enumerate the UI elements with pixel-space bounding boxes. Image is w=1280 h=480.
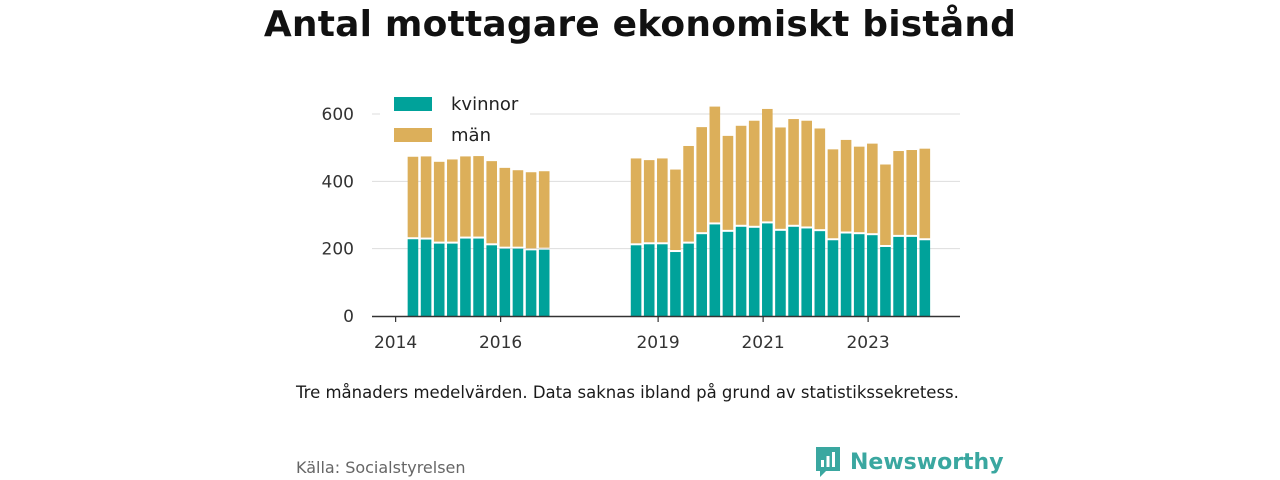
bar-man — [788, 119, 799, 225]
bar-man — [893, 151, 904, 235]
legend: kvinnor män — [380, 86, 530, 148]
y-tick-label: 0 — [343, 307, 354, 327]
bar-man — [433, 161, 445, 242]
bar-kvinnor — [893, 236, 904, 316]
bar-kvinnor — [670, 252, 681, 316]
y-tick-label: 200 — [322, 240, 354, 260]
bar-man — [880, 164, 891, 245]
bar-kvinnor — [827, 240, 839, 316]
bar-man — [748, 120, 760, 226]
bar-kvinnor — [762, 223, 773, 316]
bar-kvinnor — [919, 240, 931, 316]
bar-kvinnor — [657, 244, 668, 316]
bar-man — [499, 167, 511, 247]
bar-kvinnor — [722, 231, 734, 316]
bar-man — [420, 156, 432, 238]
bar-kvinnor — [880, 246, 891, 316]
bar-man — [814, 128, 826, 230]
bar-man — [853, 146, 865, 233]
bar-kvinnor — [420, 239, 432, 316]
bar-kvinnor — [486, 245, 497, 316]
bar-man — [722, 135, 734, 230]
bar-man — [473, 156, 484, 237]
bar-man — [630, 158, 642, 244]
bar-kvinnor — [473, 238, 484, 316]
bar-kvinnor — [447, 243, 458, 316]
bar-kvinnor — [867, 235, 878, 316]
bar-man — [525, 172, 537, 249]
bars — [407, 106, 931, 316]
bar-man — [919, 148, 931, 239]
bar-kvinnor — [906, 236, 917, 316]
bar-kvinnor — [696, 234, 707, 316]
bar-man — [407, 156, 419, 238]
bar-man — [670, 169, 681, 251]
bar-kvinnor — [683, 243, 694, 316]
bar-man — [840, 139, 852, 232]
legend-label-man: män — [451, 125, 491, 146]
bar-man — [657, 158, 668, 243]
bar-man — [643, 160, 655, 243]
bar-kvinnor — [512, 248, 524, 316]
x-tick-label: 2014 — [374, 333, 417, 353]
bar-kvinnor — [525, 250, 537, 316]
bar-kvinnor — [853, 234, 865, 316]
bar-man — [735, 125, 747, 225]
x-tick-label: 2019 — [636, 333, 679, 353]
bar-kvinnor — [801, 228, 812, 316]
x-tick-label: 2016 — [479, 333, 522, 353]
bar-man — [538, 171, 550, 248]
bar-man — [906, 150, 917, 235]
bar-man — [762, 108, 773, 222]
bar-kvinnor — [407, 239, 419, 316]
bar-man — [447, 159, 458, 242]
bar-kvinnor — [775, 230, 786, 316]
bar-man — [683, 145, 694, 242]
newsworthy-brand[interactable]: Newsworthy — [814, 445, 1004, 479]
bar-man — [827, 149, 839, 239]
source-label: Källa: Socialstyrelsen — [296, 458, 466, 477]
bar-kvinnor — [788, 226, 799, 316]
newsworthy-logo-icon — [816, 447, 840, 477]
bar-kvinnor — [748, 227, 760, 316]
bar-kvinnor — [499, 248, 511, 316]
bar-kvinnor — [460, 238, 471, 316]
y-tick-label: 400 — [322, 172, 354, 192]
bar-man — [512, 170, 524, 247]
chart-title: Antal mottagare ekonomiskt bistånd — [263, 4, 1017, 45]
bar-man — [460, 156, 471, 237]
bar-kvinnor — [735, 226, 747, 316]
bar-man — [867, 143, 878, 234]
y-tick-label: 600 — [322, 105, 354, 125]
bar-kvinnor — [709, 224, 721, 316]
bar-kvinnor — [814, 231, 826, 316]
legend-swatch-man — [394, 128, 432, 142]
x-tick-label: 2023 — [846, 333, 889, 353]
x-tick-label: 2021 — [741, 333, 784, 353]
bar-kvinnor — [433, 243, 445, 316]
bar-kvinnor — [643, 244, 655, 316]
axes: 0 200 400 600 2014 2016 2019 2021 2023 — [322, 105, 960, 353]
bar-man — [709, 106, 721, 223]
bar-kvinnor — [538, 249, 550, 316]
brand-name: Newsworthy — [850, 449, 1004, 475]
legend-label-kvinnor: kvinnor — [451, 94, 519, 115]
bar-kvinnor — [840, 233, 852, 316]
legend-swatch-kvinnor — [394, 97, 432, 111]
bar-man — [696, 127, 707, 233]
chart-note: Tre månaders medelvärden. Data saknas ib… — [296, 383, 959, 402]
bar-man — [801, 120, 812, 227]
bar-man — [486, 161, 497, 244]
bar-kvinnor — [630, 245, 642, 316]
bar-man — [775, 127, 786, 229]
